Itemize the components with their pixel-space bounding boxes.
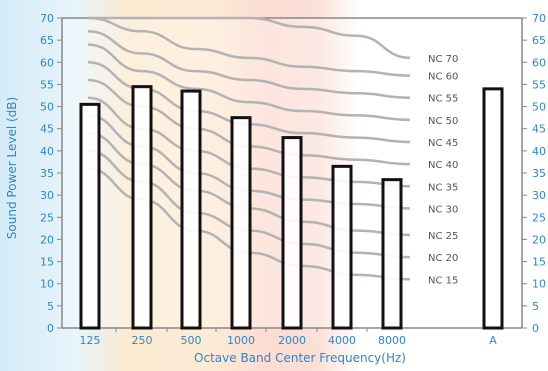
y-tick-label-left: 55 <box>40 78 54 91</box>
y-tick-label-right: 30 <box>532 189 546 202</box>
y-tick-label-left: 15 <box>40 256 54 269</box>
y-tick-label-left: 25 <box>40 211 54 224</box>
y-tick-label-left: 20 <box>40 233 54 246</box>
x-tick-label-1000: 1000 <box>227 334 255 347</box>
y-tick-label-left: 65 <box>40 34 54 47</box>
y-tick-label-right: 40 <box>532 145 546 158</box>
x-tick-label-A: A <box>489 334 497 347</box>
nc-label-nc-70: NC 70 <box>428 54 458 65</box>
x-tick-label-8000: 8000 <box>378 334 406 347</box>
bar-125 <box>79 102 101 330</box>
x-tick-label-2000: 2000 <box>278 334 306 347</box>
x-tick-label-4000: 4000 <box>328 334 356 347</box>
bar-1000 <box>230 116 252 330</box>
nc-label-nc-55: NC 55 <box>428 94 458 105</box>
y-tick-label-right: 45 <box>532 123 546 136</box>
x-tick-label-125: 125 <box>80 334 101 347</box>
bar-A <box>482 87 504 330</box>
y-tick-label-right: 15 <box>532 256 546 269</box>
y-tick-label-right: 55 <box>532 78 546 91</box>
x-tick-label-500: 500 <box>181 334 202 347</box>
nc-curve-nc-55 <box>87 30 411 99</box>
nc-label-nc-45: NC 45 <box>428 138 458 149</box>
nc-label-nc-40: NC 40 <box>428 160 458 171</box>
bar-2000 <box>281 136 303 330</box>
y-tick-label-right: 5 <box>532 300 539 313</box>
y-tick-label-right: 50 <box>532 101 546 114</box>
nc-label-nc-50: NC 50 <box>428 116 458 127</box>
bars <box>79 85 504 330</box>
nc-labels: NC 15 NC 20 NC 25 NC 30 NC 35 NC 40 NC 45 NC 50… <box>428 54 458 286</box>
nc-curve-nc-50 <box>87 43 411 122</box>
y-tick-label-left: 0 <box>47 322 54 335</box>
x-axis-ticks: 125 250 500 1000 2000 4000 8000 A <box>80 328 497 347</box>
nc-curve-nc-70 <box>88 16 411 60</box>
nc-curve-nc-60 <box>87 16 411 77</box>
y-axis-right-ticks: 0 5 10 15 20 25 30 35 40 45 50 55 60 65 70 <box>522 12 546 335</box>
y-tick-label-left: 70 <box>40 12 54 25</box>
y-tick-label-right: 70 <box>532 12 546 25</box>
nc-label-nc-25: NC 25 <box>428 231 458 242</box>
y-tick-label-right: 35 <box>532 167 546 180</box>
y-tick-label-left: 50 <box>40 101 54 114</box>
nc-label-nc-20: NC 20 <box>428 253 458 264</box>
y-tick-label-left: 35 <box>40 167 54 180</box>
y-tick-label-left: 40 <box>40 145 54 158</box>
y-tick-label-right: 0 <box>532 322 539 335</box>
bar-250 <box>131 85 153 330</box>
gradient-background <box>0 0 430 371</box>
y-tick-label-right: 10 <box>532 278 546 291</box>
nc-label-nc-30: NC 30 <box>428 204 458 215</box>
y-axis-label: Sound Power Level (dB) <box>5 97 19 239</box>
x-axis-label: Octave Band Center Frequency(Hz) <box>194 351 406 365</box>
y-tick-label-right: 65 <box>532 34 546 47</box>
y-tick-label-right: 60 <box>532 56 546 69</box>
nc-label-nc-35: NC 35 <box>428 182 458 193</box>
bar-4000 <box>331 164 353 330</box>
x-tick-label-250: 250 <box>132 334 153 347</box>
y-axis-left-ticks: 0 5 10 15 20 25 30 35 40 45 50 55 60 65 70 <box>40 12 62 335</box>
bar-8000 <box>381 178 403 330</box>
y-tick-label-left: 10 <box>40 278 54 291</box>
nc-label-nc-15: NC 15 <box>428 275 458 286</box>
y-tick-label-right: 25 <box>532 211 546 224</box>
bar-500 <box>180 89 202 330</box>
y-tick-label-left: 30 <box>40 189 54 202</box>
y-tick-label-left: 5 <box>47 300 54 313</box>
y-tick-label-left: 60 <box>40 56 54 69</box>
y-tick-label-right: 20 <box>532 233 546 246</box>
nc-label-nc-60: NC 60 <box>428 72 458 83</box>
y-tick-label-left: 45 <box>40 123 54 136</box>
